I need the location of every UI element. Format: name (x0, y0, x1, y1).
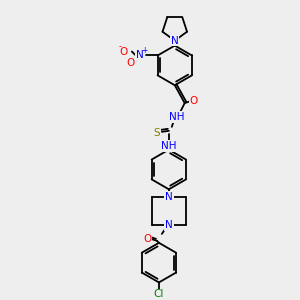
Text: N: N (165, 220, 173, 230)
Text: O: O (143, 234, 151, 244)
Text: O: O (190, 96, 198, 106)
Text: O: O (127, 58, 135, 68)
Text: N: N (165, 192, 173, 202)
Text: NH: NH (161, 141, 177, 151)
Text: NH: NH (169, 112, 184, 122)
Text: N: N (136, 50, 144, 61)
Text: N: N (171, 36, 179, 46)
Text: Cl: Cl (154, 289, 164, 299)
Text: O: O (120, 46, 128, 56)
Text: -: - (118, 42, 122, 51)
Text: +: + (142, 46, 148, 55)
Text: S: S (154, 128, 160, 138)
